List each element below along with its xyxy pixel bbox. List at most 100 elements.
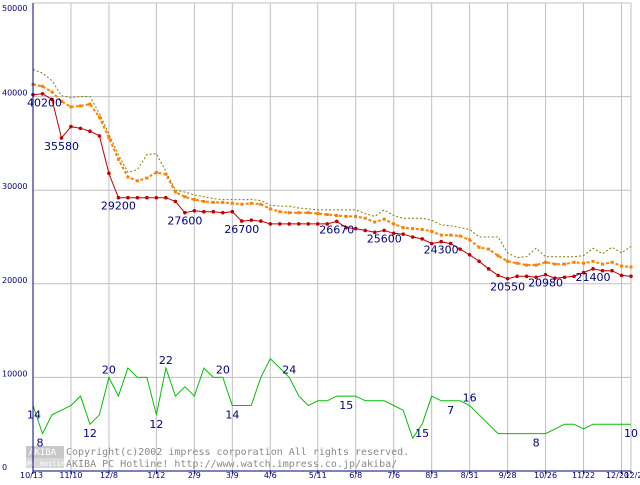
watermark-logo-sub-box — [26, 458, 64, 468]
count-data-label: 20 — [102, 363, 116, 376]
series-min-point — [59, 136, 64, 140]
series-min-point — [211, 209, 216, 214]
series-min-point — [173, 199, 178, 204]
series-average-point — [458, 234, 462, 238]
x-tick-label: 3/9 — [226, 471, 239, 480]
price-data-label: 26670 — [319, 223, 354, 236]
series-min-point — [69, 124, 73, 129]
count-data-label: 20 — [216, 363, 230, 376]
price-data-label: 20980 — [528, 277, 563, 290]
series-average-point — [487, 247, 491, 251]
series-average-point — [496, 254, 500, 258]
x-tick-label: 11/22 — [572, 471, 595, 480]
series-min-point — [259, 219, 263, 223]
series-average-point — [306, 211, 310, 215]
y-tick-label: 20000 — [2, 276, 27, 285]
series-average-point — [392, 222, 396, 226]
grid — [32, 2, 632, 472]
series-average-point — [249, 201, 253, 205]
series-min-point — [629, 274, 633, 279]
series-average-point — [430, 229, 434, 233]
series-min-point — [429, 241, 434, 246]
series-min-point — [591, 267, 595, 271]
count-data-label: 16 — [463, 391, 477, 404]
watermark-logo-text: AKIBA — [29, 448, 57, 458]
series-min-point — [600, 268, 605, 273]
series-min-point — [619, 273, 624, 278]
series-average-point — [88, 102, 92, 106]
x-tick-label: 2/9 — [188, 471, 201, 480]
price-data-label: 40200 — [27, 97, 62, 110]
count-data-label: 8 — [533, 437, 540, 450]
series-min-point — [268, 222, 273, 226]
series-min-point — [543, 272, 548, 277]
series-min-point — [40, 91, 45, 96]
series-min-point — [135, 195, 140, 200]
series-average-point — [354, 214, 358, 218]
x-tick-label: 12/20 — [606, 471, 629, 480]
x-tick-label: 4/6 — [264, 471, 277, 480]
series-min-point — [382, 228, 387, 233]
x-tick-label: 11/10 — [59, 471, 82, 480]
series-average-point — [78, 104, 82, 108]
series-min-point — [524, 274, 529, 279]
series-min-point — [325, 222, 330, 226]
x-tick-label: 12/28 — [624, 471, 640, 480]
watermark-logo-box — [26, 446, 64, 458]
series-average-point — [525, 263, 529, 267]
series-min-point — [553, 276, 557, 280]
series-min-point — [496, 273, 500, 278]
x-tick-label: 7/6 — [387, 471, 400, 480]
series-min-point — [116, 195, 121, 200]
x-tick-label: 10/26 — [534, 471, 557, 480]
series-average-point — [553, 262, 557, 266]
series-average-point — [164, 172, 168, 176]
y-tick-label: 10000 — [2, 369, 27, 378]
series-average-point — [192, 198, 196, 202]
count-data-label: 14 — [225, 408, 239, 421]
series-min-point — [296, 222, 301, 226]
series-min-point — [420, 237, 424, 241]
series-min-point — [78, 126, 83, 131]
series-average-point — [620, 264, 624, 268]
series-min-point — [334, 219, 339, 224]
series-average-point — [97, 115, 101, 119]
series-average-point — [211, 200, 215, 204]
count-data-label: 22 — [159, 354, 173, 367]
y-tick-label: 30000 — [2, 182, 27, 191]
series-min-point — [505, 276, 510, 281]
series-min-point — [164, 195, 168, 200]
series-min-point — [401, 232, 405, 236]
x-tick-label: 9/28 — [499, 471, 517, 480]
series-average-point — [439, 233, 443, 237]
series-min-point — [230, 209, 235, 214]
x-tick-label: 6/8 — [349, 471, 362, 480]
watermark-logo-sub: PC Hotline! — [27, 460, 73, 468]
series-average-point — [477, 245, 481, 249]
series-min-point — [107, 171, 111, 176]
series-average-point — [515, 261, 519, 265]
series-average-point — [411, 227, 415, 231]
x-tick-label: 1/12 — [147, 471, 165, 480]
count-data-label: 15 — [339, 399, 353, 412]
price-data-label: 24300 — [424, 244, 459, 257]
count-data-label: 12 — [83, 427, 97, 440]
series-min-point — [610, 268, 614, 273]
series-min-point — [534, 275, 538, 280]
series-min-point — [240, 219, 244, 223]
count-data-label: 15 — [415, 427, 429, 440]
series-average-point — [344, 214, 348, 218]
series-average-point — [40, 84, 44, 88]
series-min-point — [458, 247, 462, 251]
series-average-point — [401, 226, 405, 230]
price-data-label: 26700 — [224, 223, 259, 236]
y-tick-label: 0 — [2, 463, 7, 472]
series-average-point — [325, 213, 329, 217]
series-min-point — [306, 222, 311, 226]
series-min-point — [126, 195, 130, 200]
series-average-point — [582, 261, 586, 265]
series — [31, 69, 633, 440]
